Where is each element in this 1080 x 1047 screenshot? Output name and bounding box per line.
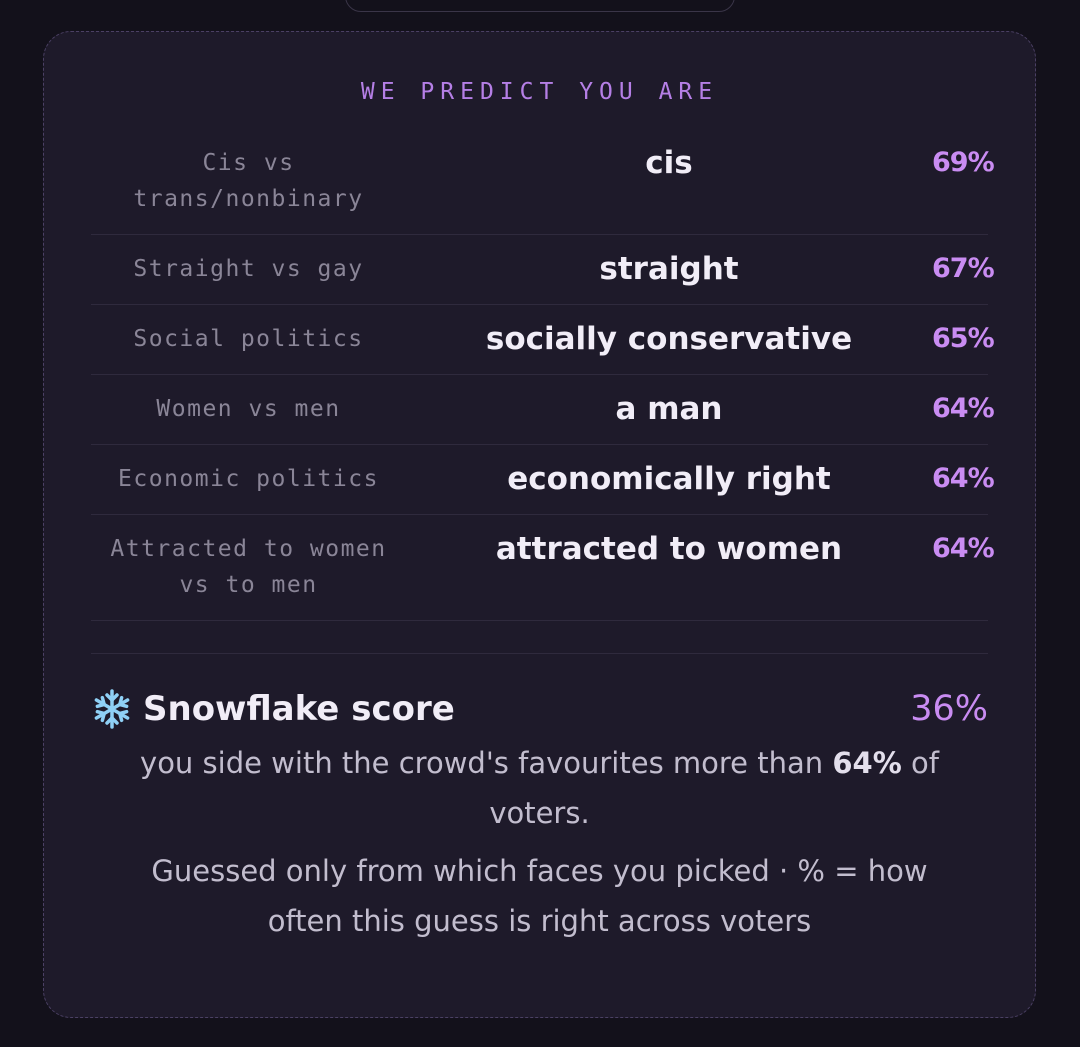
snowflake-heading: Snowflake score xyxy=(91,688,455,730)
card-header: WE PREDICT YOU ARE xyxy=(360,79,719,105)
snowflake-icon xyxy=(94,689,130,729)
row-percent: 65% xyxy=(932,323,995,354)
row-prediction: attracted to women xyxy=(495,531,843,567)
row-percent: 67% xyxy=(932,253,995,284)
row-prediction: socially conservative xyxy=(485,321,853,357)
description-highlight: 64% xyxy=(832,746,902,780)
row-prediction: cis xyxy=(645,145,693,181)
top-panel xyxy=(345,0,735,12)
row-prediction: a man xyxy=(615,391,723,427)
snowflake-title: Snowflake score xyxy=(143,689,455,729)
prediction-card: WE PREDICT YOU ARE Cis vs trans/nonbinar… xyxy=(43,31,1036,1018)
row-percent: 64% xyxy=(932,393,995,424)
row-prediction: straight xyxy=(599,251,739,287)
row-percent: 64% xyxy=(932,533,995,564)
row-prediction: economically right xyxy=(507,461,831,497)
prediction-row: Economic politics economically right 64% xyxy=(91,445,995,515)
row-label: Straight vs gay xyxy=(133,256,364,282)
prediction-list: Cis vs trans/nonbinary cis 69% Straight vs … xyxy=(91,129,995,621)
row-label: Social politics xyxy=(133,326,364,352)
snowflake-score: 36% xyxy=(910,689,988,729)
description-text: of voters. xyxy=(489,746,939,830)
row-label: Attracted to women vs to men xyxy=(110,536,387,598)
prediction-row: Social politics socially conservative 65% xyxy=(91,305,995,375)
description-text: you side with the crowd's favourites mor… xyxy=(140,746,824,780)
row-label: Cis vs trans/nonbinary xyxy=(133,150,364,212)
prediction-row: Cis vs trans/nonbinary cis 69% xyxy=(91,129,995,235)
row-percent: 69% xyxy=(932,147,995,178)
row-percent: 64% xyxy=(932,463,995,494)
snowflake-description: you side with the crowd's favourites mor… xyxy=(91,738,988,838)
divider xyxy=(91,653,988,654)
prediction-row: Attracted to women vs to men attracted to… xyxy=(91,515,995,621)
prediction-row: Straight vs gay straight 67% xyxy=(91,235,995,305)
row-label: Women vs men xyxy=(156,396,341,422)
row-label: Economic politics xyxy=(118,466,379,492)
snowflake-row: Snowflake score 36% xyxy=(91,684,988,734)
footnote: Guessed only from which faces you picked… xyxy=(151,854,928,938)
prediction-row: Women vs men a man 64% xyxy=(91,375,995,445)
